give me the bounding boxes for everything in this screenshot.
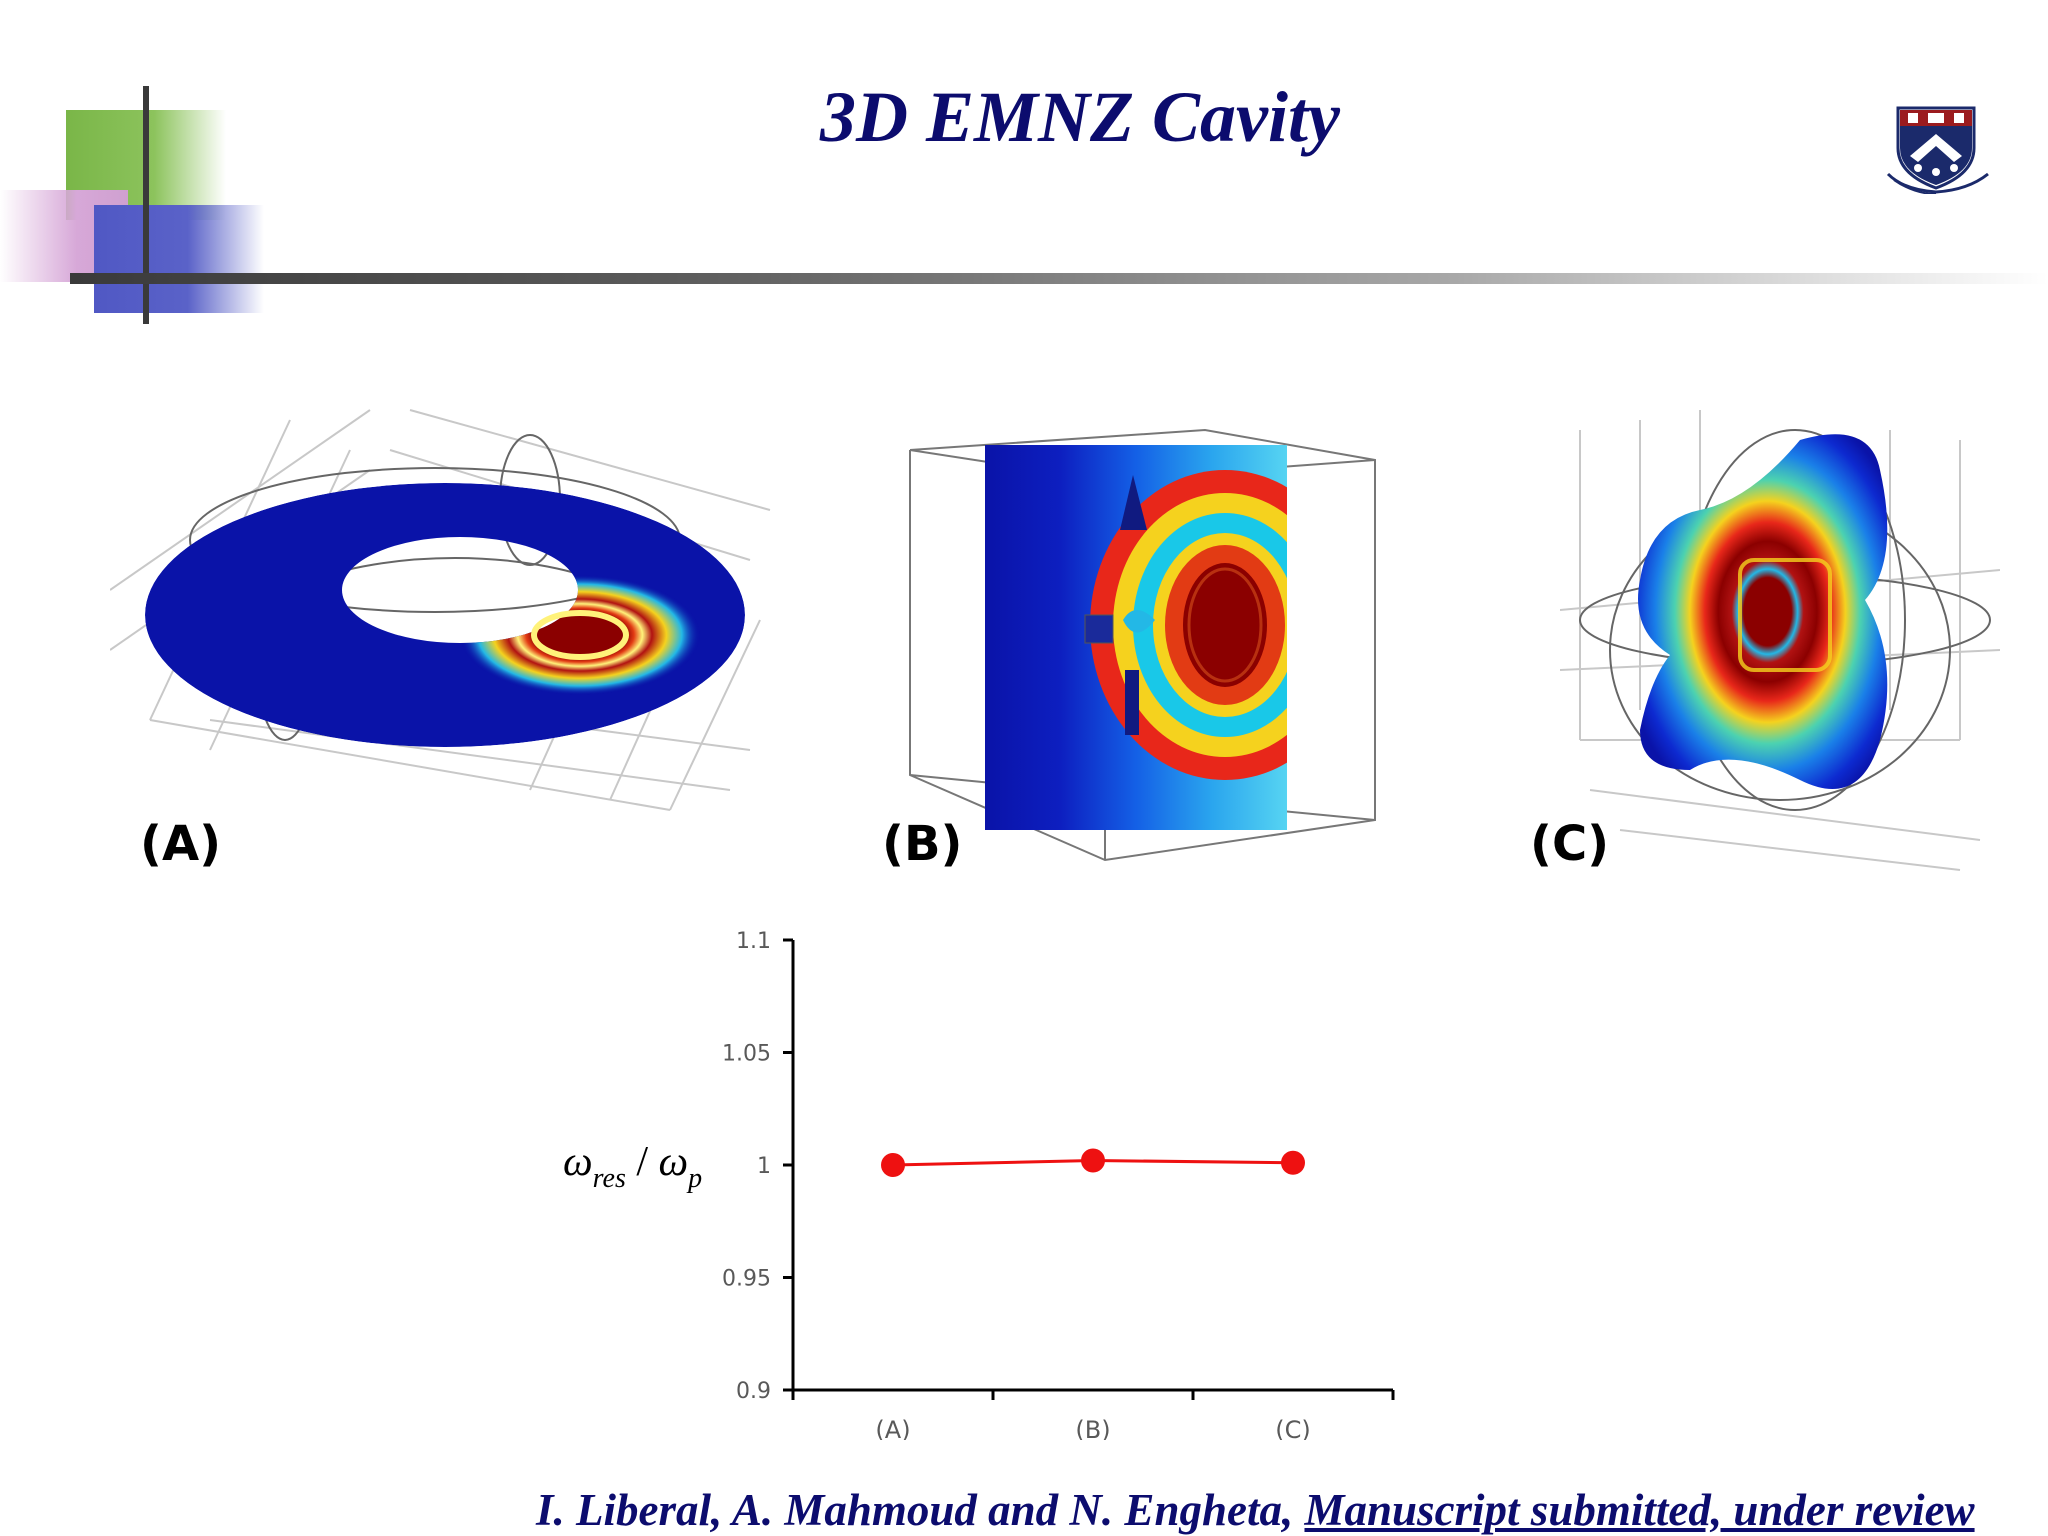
decorative-blue-square <box>94 205 264 313</box>
data-point <box>881 1153 905 1177</box>
citation: I. Liberal, A. Mahmoud and N. Engheta, M… <box>536 1484 1975 1536</box>
citation-authors: I. Liberal, A. Mahmoud and N. Engheta, <box>536 1485 1294 1535</box>
y-tick-label: 0.95 <box>722 1267 771 1292</box>
x-tick-label: (B) <box>1075 1416 1110 1440</box>
cube-field-plot <box>909 428 1376 862</box>
torus-field-plot <box>110 409 771 811</box>
page-title: 3D EMNZ Cavity <box>820 77 1340 157</box>
y-tick-label: 1 <box>757 1154 771 1179</box>
x-tick-label: (A) <box>875 1416 910 1440</box>
citation-link[interactable]: Manuscript submitted, under review <box>1304 1485 1975 1535</box>
deformed-cavity-field-plot <box>1560 410 2000 871</box>
decorative-horizontal-line <box>70 273 2048 284</box>
resonance-frequency-chart: 1.1 1.05 1 0.95 0.9 (A) (B) (C) ωres / ωp <box>563 929 1395 1440</box>
panel-label-b: (B) <box>882 816 963 872</box>
panel-label-c: (C) <box>1530 816 1610 872</box>
university-shield-icon <box>1886 106 1989 194</box>
x-tick-label: (C) <box>1275 1416 1310 1440</box>
data-point <box>1281 1150 1305 1175</box>
y-tick-label: 1.1 <box>736 929 771 954</box>
y-tick-label: 1.05 <box>722 1042 771 1067</box>
decorative-vertical-line <box>143 86 149 324</box>
panel-label-a: (A) <box>140 816 222 872</box>
y-axis-label: ωres / ωp <box>563 1139 702 1194</box>
x-axis-ticks: (A) (B) (C) <box>791 1390 1395 1440</box>
y-axis-ticks: 1.1 1.05 1 0.95 0.9 <box>722 929 793 1404</box>
data-point <box>1081 1148 1105 1173</box>
chart-series <box>881 1148 1305 1177</box>
y-tick-label: 0.9 <box>736 1379 771 1404</box>
